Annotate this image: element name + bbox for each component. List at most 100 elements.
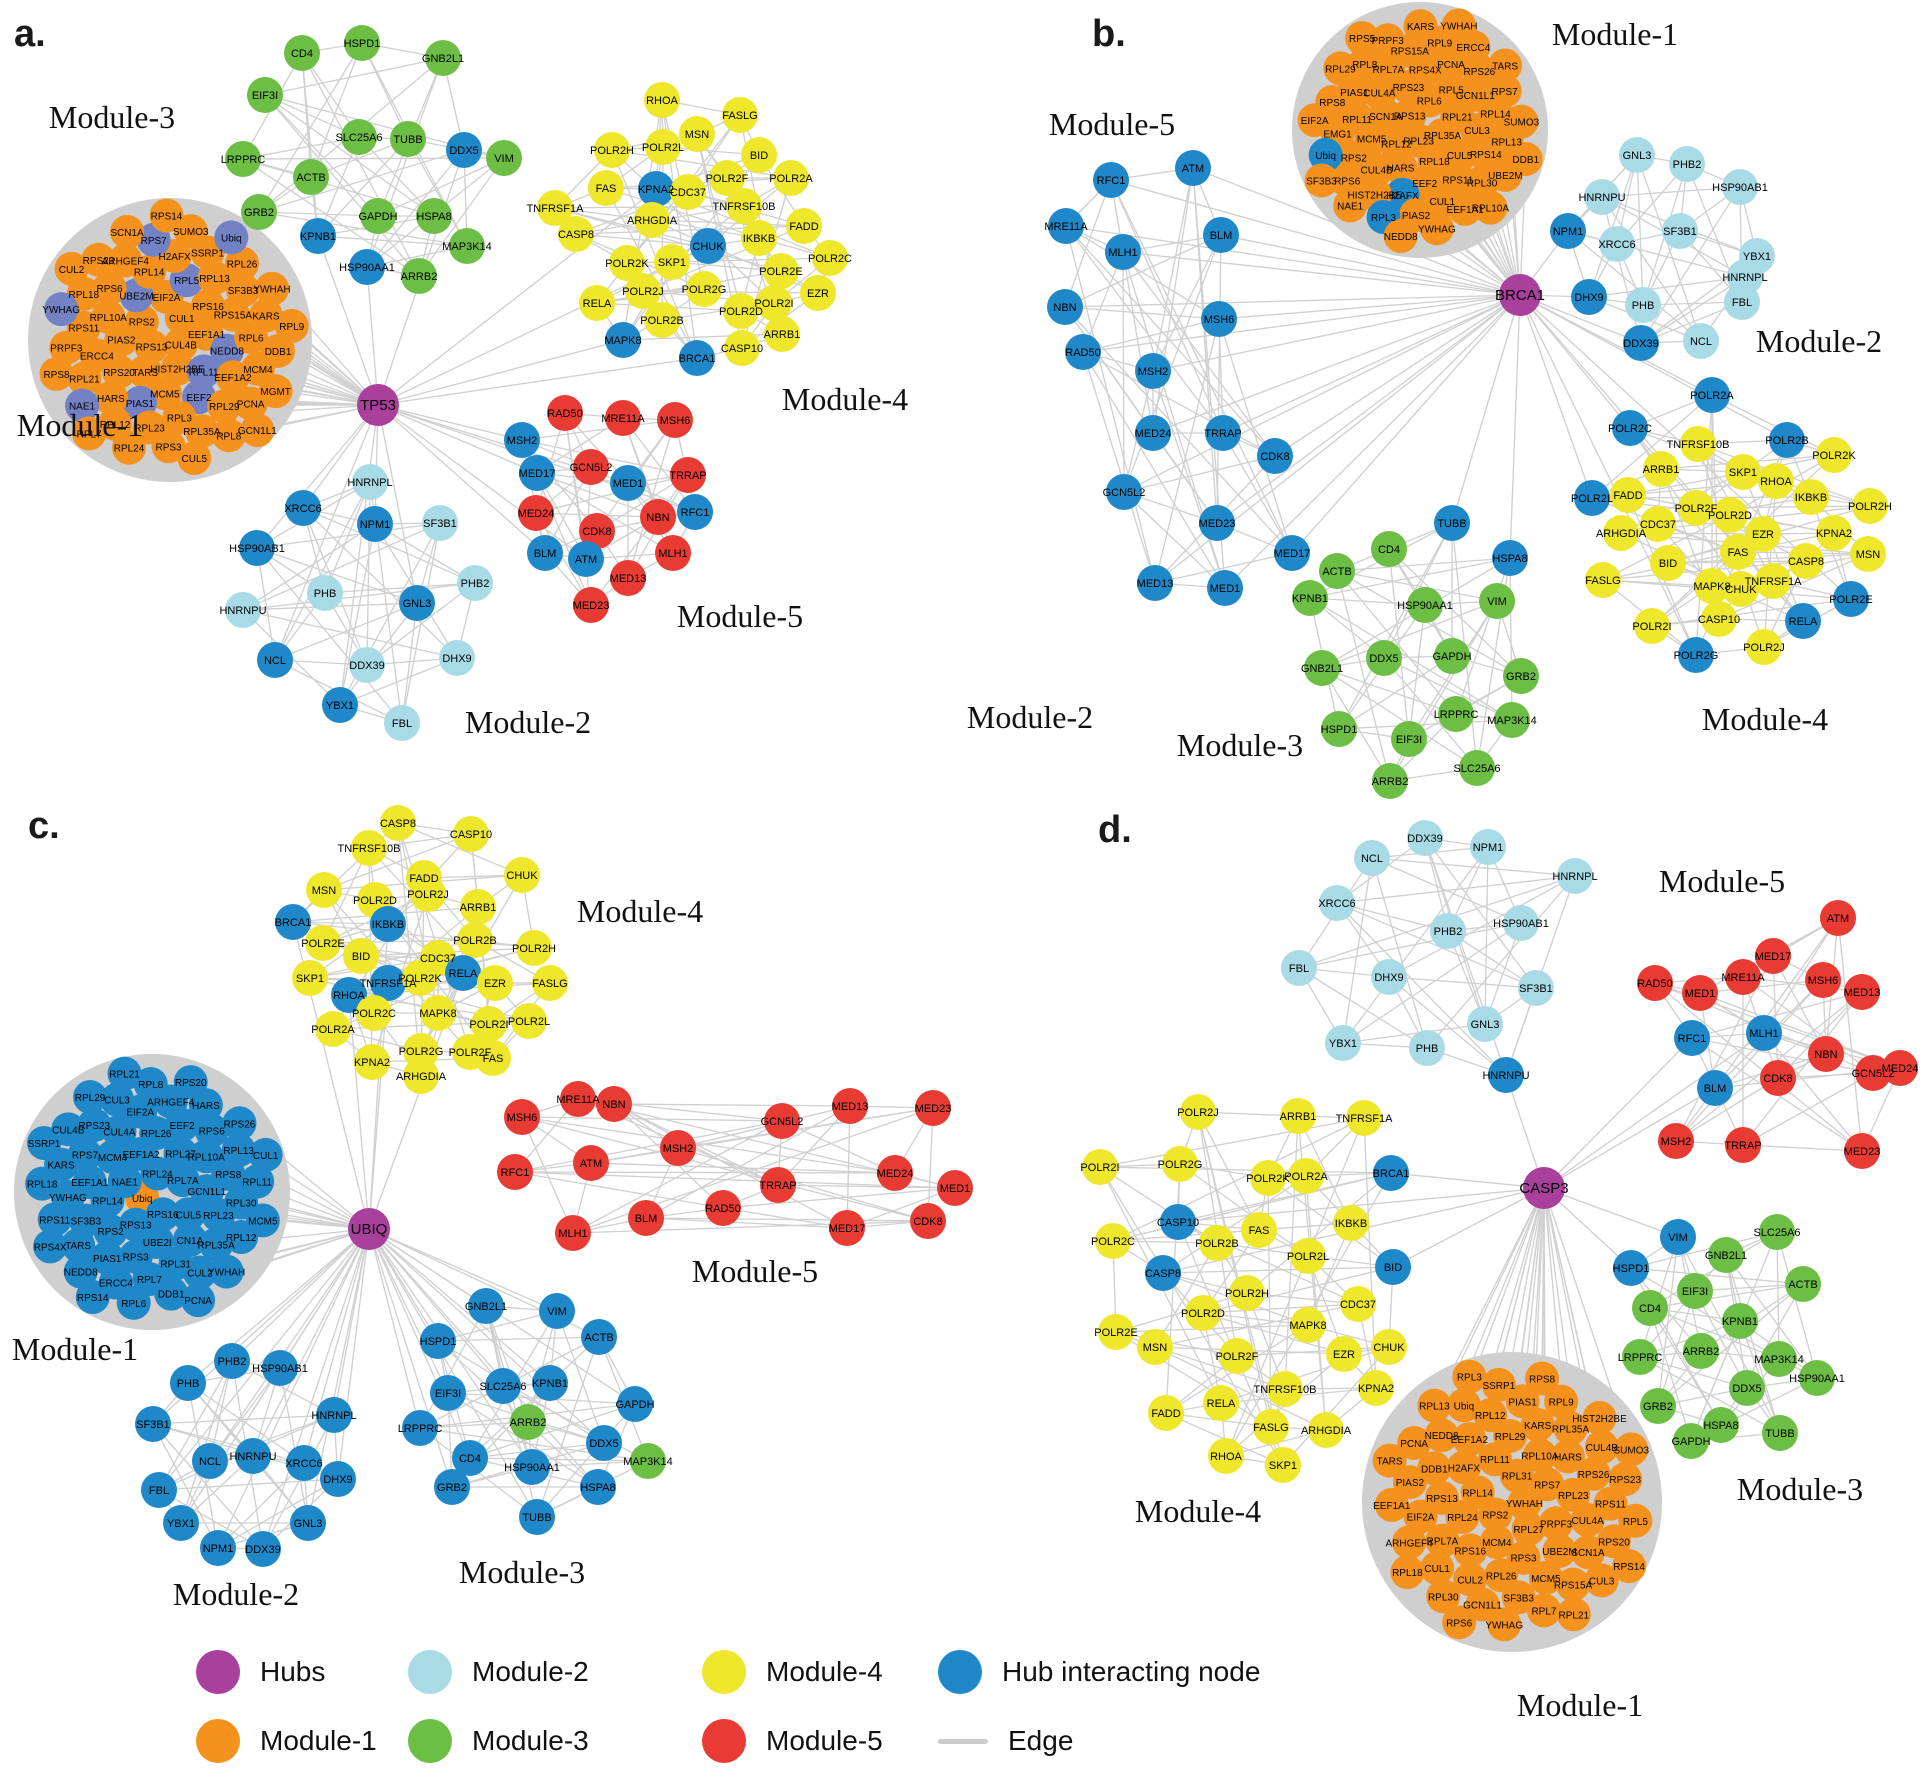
node-label-POLR2F: POLR2F	[706, 173, 749, 185]
node-label-BRCA1: BRCA1	[679, 353, 716, 365]
node-label-POLR2H: POLR2H	[512, 943, 556, 955]
node-label-ACTB: ACTB	[1788, 1279, 1817, 1291]
node-label-RPS5: RPS5	[1349, 34, 1376, 45]
node-label-RPS20: RPS20	[1598, 1537, 1630, 1548]
node-label-DHX9: DHX9	[1374, 972, 1403, 984]
node-label-POLR2A: POLR2A	[769, 173, 813, 185]
node-label-FAS: FAS	[1728, 547, 1749, 559]
node-label-POLR2J: POLR2J	[1177, 1107, 1219, 1119]
node-label-KPNA2: KPNA2	[638, 184, 674, 196]
node-label-ERCC4: ERCC4	[1456, 43, 1490, 54]
node-label-MED17: MED17	[1274, 548, 1311, 560]
node-label-EIF3I: EIF3I	[1682, 1286, 1708, 1298]
node-label-RPL21: RPL21	[109, 1070, 140, 1081]
node-label-NPM1: NPM1	[1473, 842, 1504, 854]
node-label-BLM: BLM	[1210, 230, 1233, 242]
node-label-NBN: NBN	[602, 1099, 625, 1111]
node-label-MAPK8: MAPK8	[419, 1008, 456, 1020]
node-label-RELA: RELA	[449, 968, 478, 980]
node-label-GAPDH: GAPDH	[358, 211, 397, 223]
node-label-RELA: RELA	[1207, 1398, 1236, 1410]
node-label-RPS16: RPS16	[147, 1210, 179, 1221]
node-label-IKBKB: IKBKB	[372, 919, 404, 931]
node-label-DDX39: DDX39	[245, 1544, 280, 1556]
node-label-Ubiq: Ubiq	[1454, 1401, 1475, 1412]
node-label-TNFRSF10B: TNFRSF10B	[1254, 1384, 1317, 1396]
node-label-ARHGEF4: ARHGEF4	[1385, 1538, 1433, 1549]
node-label-RPS8: RPS8	[43, 370, 70, 381]
node-label-RPL35A: RPL35A	[1552, 1424, 1590, 1435]
node-label-EZR: EZR	[807, 288, 829, 300]
node-label-FASLG: FASLG	[1253, 1422, 1288, 1434]
node-label-RPS14: RPS14	[1470, 150, 1502, 161]
node-label-SCN1A: SCN1A	[110, 228, 144, 239]
node-label-POLR2B: POLR2B	[1195, 1238, 1238, 1250]
node-label-BLM: BLM	[635, 1213, 658, 1225]
node-label-PHB2: PHB2	[1673, 159, 1702, 171]
node-label-YWHAG: YWHAG	[49, 1193, 87, 1204]
node-label-ARHGDIA: ARHGDIA	[627, 215, 678, 227]
node-label-RPS13: RPS13	[120, 1221, 152, 1232]
node-label-POLR2G: POLR2G	[399, 1046, 444, 1058]
node-label-DDX5: DDX5	[449, 145, 478, 157]
node-label-CDC37: CDC37	[1340, 1299, 1376, 1311]
node-label-VIM: VIM	[547, 1306, 567, 1318]
node-label-MSH2: MSH2	[1661, 1136, 1692, 1148]
node-label-EEF1A1: EEF1A1	[1373, 1501, 1411, 1512]
node-label-MCM4: MCM4	[98, 1153, 128, 1164]
node-label-Ubiq: Ubiq	[221, 233, 242, 244]
node-label-XRCC6: XRCC6	[1318, 898, 1355, 910]
node-label-NBN: NBN	[1053, 302, 1076, 314]
module-label: Module-2	[173, 1576, 299, 1612]
node-label-UBE2I: UBE2I	[143, 1238, 172, 1249]
node-label-ARHGDIA: ARHGDIA	[1301, 1425, 1352, 1437]
node-label-HSP90AA1: HSP90AA1	[1789, 1373, 1845, 1385]
node-label-ACTB: ACTB	[296, 172, 325, 184]
node-label-SLC25A6: SLC25A6	[479, 1381, 526, 1393]
node-label-RPL9: RPL9	[1549, 1398, 1574, 1409]
node-label-PIAS2: PIAS2	[107, 336, 136, 347]
node-label-EZR: EZR	[484, 978, 506, 990]
node-label-SF3B1: SF3B1	[136, 1419, 170, 1431]
node-label-MED24: MED24	[518, 508, 555, 520]
node-label-RPL35A: RPL35A	[1424, 131, 1462, 142]
node-label-RPL13: RPL13	[199, 274, 230, 285]
node-label-RPS3: RPS3	[156, 442, 183, 453]
node-label-RAD50: RAD50	[1637, 978, 1672, 990]
node-label-CUL5: CUL5	[1447, 151, 1473, 162]
node-label-FAS: FAS	[596, 183, 617, 195]
node-label-GCN5L2: GCN5L2	[761, 1116, 804, 1128]
node-label-HIST2H2BE: HIST2H2BE	[1572, 1414, 1627, 1425]
node-label-RPL7: RPL7	[1531, 1606, 1556, 1617]
node-label-EIF2A: EIF2A	[1407, 1513, 1435, 1524]
node-label-POLR2G: POLR2G	[682, 284, 727, 296]
node-label-MED24: MED24	[877, 1168, 914, 1180]
node-label-CHUK: CHUK	[692, 241, 724, 253]
node-label-DDX5: DDX5	[1369, 653, 1398, 665]
node-label-RPL8: RPL8	[138, 1080, 163, 1091]
node-label-GCN5L2: GCN5L2	[570, 462, 613, 474]
node-label-GNL3: GNL3	[1471, 1019, 1500, 1031]
node-label-CUL3: CUL3	[1589, 1576, 1615, 1587]
module-label: Module-5	[1659, 863, 1785, 899]
node-label-TRRAP: TRRAP	[759, 1180, 796, 1192]
node-label-RPS23: RPS23	[1393, 83, 1425, 94]
node-label-CUL5: CUL5	[176, 1210, 202, 1221]
node-label-MED17: MED17	[1755, 951, 1792, 963]
node-label-RPS23: RPS23	[1609, 1475, 1641, 1486]
node-label-SF3B3: SF3B3	[71, 1217, 102, 1228]
node-label-RPL18: RPL18	[1419, 157, 1450, 168]
node-label-MSH2: MSH2	[507, 435, 538, 447]
node-label-POLR2D: POLR2D	[1181, 1308, 1225, 1320]
node-label-HNRNPL: HNRNPL	[311, 1410, 356, 1422]
node-label-RPL6: RPL6	[1417, 97, 1442, 108]
node-label-MED23: MED23	[573, 600, 610, 612]
node-label-HNRNPL: HNRNPL	[1722, 272, 1767, 284]
node-label-SSRP1: SSRP1	[1482, 1381, 1515, 1392]
node-label-GNB2L1: GNB2L1	[465, 1301, 507, 1313]
node-label-GCN5L2: GCN5L2	[1103, 487, 1146, 499]
node-label-RPS7: RPS7	[72, 1151, 99, 1162]
node-label-TNFRSF10B: TNFRSF10B	[1667, 439, 1730, 451]
